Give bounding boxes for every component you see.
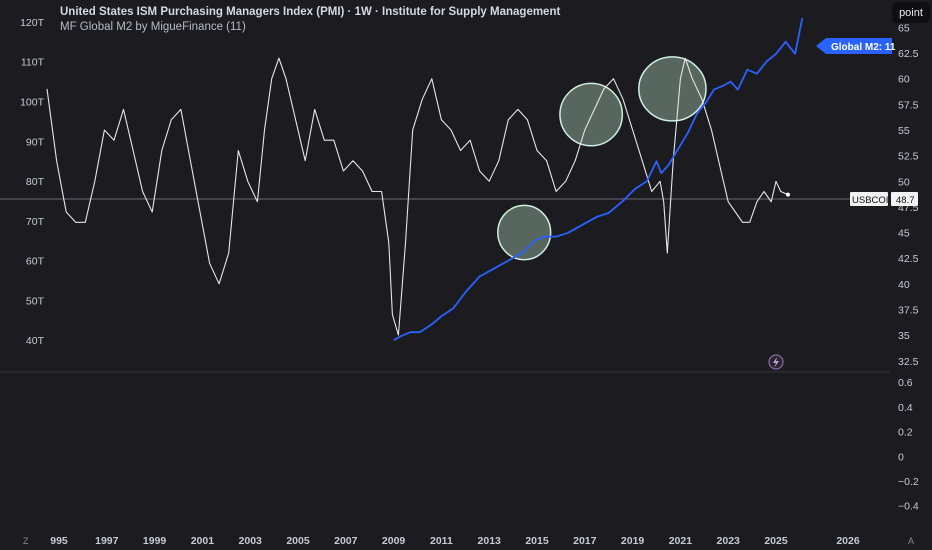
x-tick-label: 2013 — [478, 535, 502, 547]
symbol-badge-bg — [850, 192, 888, 206]
left-tick-label: 100T — [20, 97, 45, 109]
x-tick-label: 995 — [50, 535, 68, 547]
x-tick-label: 2011 — [430, 535, 453, 547]
m2-series-line — [393, 17, 804, 341]
right-tick-label: 60 — [898, 74, 910, 86]
auto-scale-button[interactable]: A — [908, 536, 915, 546]
right-tick-label: 32.5 — [898, 356, 919, 368]
x-tick-label: 2001 — [191, 535, 215, 547]
annotation-layer — [497, 56, 707, 261]
highlight-circle — [559, 82, 624, 147]
left-tick-label: 90T — [26, 136, 45, 148]
time-axis: 995 1997 1999 2001 2003 2005 2007 2009 2011 2013 2… — [50, 535, 860, 547]
m2-badge-label: Global M2: 11 — [831, 42, 896, 53]
lightning-icon[interactable] — [768, 354, 784, 370]
point-button[interactable]: point — [892, 2, 930, 23]
right-tick-label: 52.5 — [898, 151, 919, 163]
right-tick-label: 65 — [898, 22, 910, 34]
oscillator-axis: 0.6 0.4 0.2 0 −0.2 −0.4 — [898, 377, 919, 512]
chart-title: United States ISM Purchasing Managers In… — [60, 6, 561, 18]
m2-badge: Global M2: 11 — [816, 38, 896, 54]
osc-tick-label: −0.4 — [898, 501, 919, 513]
x-tick-label: 1999 — [143, 535, 167, 547]
left-tick-label: 70T — [26, 216, 45, 228]
symbol-badge-label: USBCOI — [852, 195, 888, 206]
m2-badge-bg — [816, 38, 892, 54]
x-tick-label: 2017 — [573, 535, 597, 547]
osc-tick-label: 0 — [898, 451, 904, 463]
right-tick-label: 37.5 — [898, 304, 919, 316]
chart-subtitle: MF Global M2 by MigueFinance (11) — [60, 21, 246, 33]
left-tick-label: 50T — [26, 295, 45, 307]
symbol-value-bg — [891, 192, 918, 206]
osc-tick-label: 0.4 — [898, 402, 913, 414]
x-tick-label: 2023 — [717, 535, 741, 547]
osc-tick-label: 0.2 — [898, 427, 913, 439]
series-layer — [46, 17, 804, 341]
left-tick-label: 110T — [21, 57, 45, 69]
left-tick-label: 120T — [20, 17, 45, 29]
x-tick-label: 2009 — [382, 535, 406, 547]
right-tick-label: 42.5 — [898, 253, 919, 265]
pmi-series-line — [46, 57, 789, 336]
right-tick-label: 40 — [898, 279, 910, 291]
x-tick-label: 2005 — [286, 535, 310, 547]
right-tick-label: 62.5 — [898, 48, 919, 60]
left-tick-label: 40T — [26, 335, 45, 347]
right-tick-label: 50 — [898, 176, 910, 188]
right-tick-label: 57.5 — [898, 99, 919, 111]
symbol-badge: USBCOI 48.7 — [850, 192, 918, 206]
right-tick-label: 35 — [898, 330, 910, 342]
highlight-circle — [497, 204, 552, 261]
right-tick-label: 45 — [898, 228, 910, 240]
symbol-value: 48.7 — [896, 195, 915, 206]
x-tick-label: 2019 — [621, 535, 645, 547]
scale-mode-left[interactable]: Z — [23, 536, 29, 546]
x-tick-label: 2015 — [525, 535, 549, 547]
x-tick-label: 2021 — [669, 535, 693, 547]
x-tick-label: 2025 — [764, 535, 788, 547]
x-tick-label: 2026 — [836, 535, 860, 547]
right-tick-label: 55 — [898, 125, 910, 137]
right-axis: 6562.56057.55552.55047.54542.54037.53532… — [898, 22, 919, 367]
osc-tick-label: 0.6 — [898, 377, 913, 389]
left-tick-label: 80T — [26, 176, 45, 188]
highlight-circle — [638, 56, 707, 122]
osc-tick-label: −0.2 — [898, 476, 919, 488]
x-tick-label: 2003 — [239, 535, 263, 547]
x-tick-label: 2007 — [334, 535, 358, 547]
left-axis: 120T 110T 100T 90T 80T 70T 60T 50T 40T — [20, 17, 45, 347]
left-tick-label: 60T — [26, 256, 45, 268]
pmi-last-point — [785, 192, 790, 197]
x-tick-label: 1997 — [95, 535, 119, 547]
